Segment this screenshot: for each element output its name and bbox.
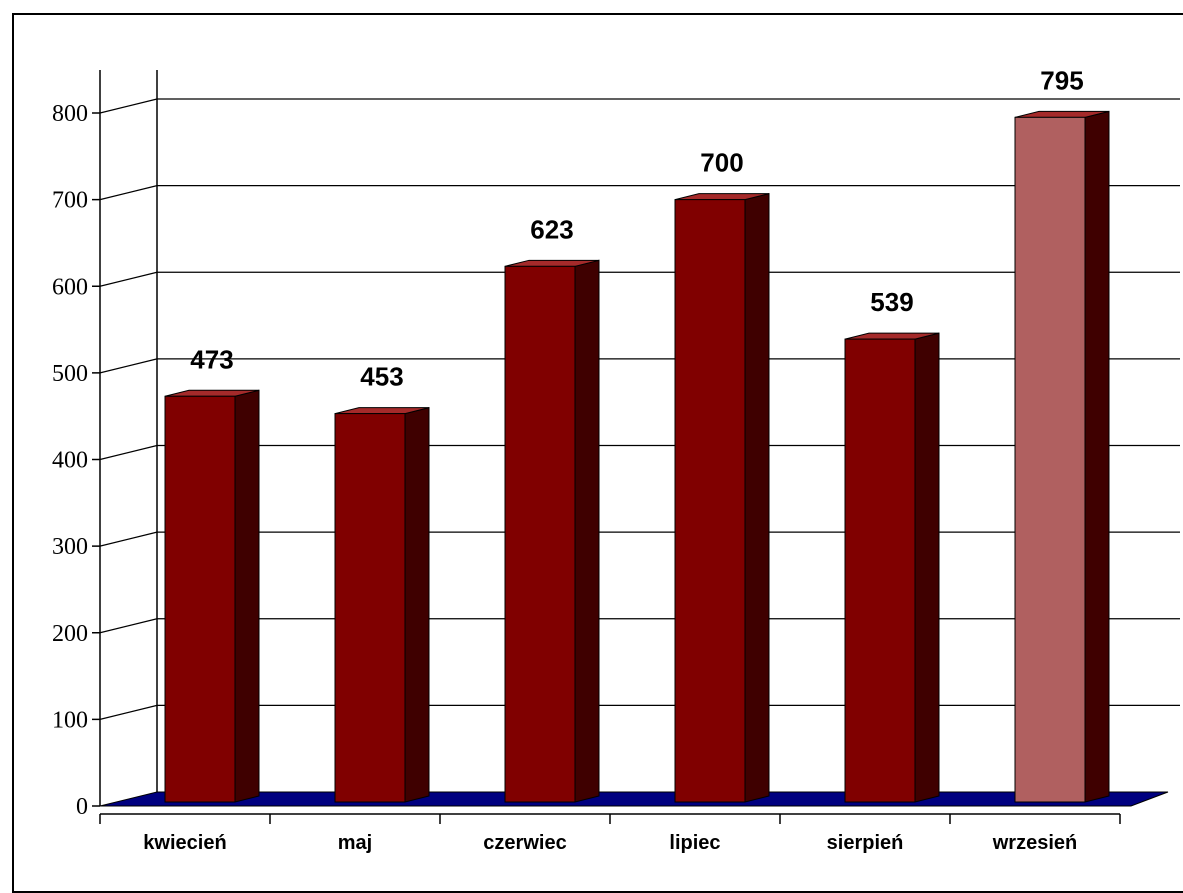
y-tick-label: 500 (52, 361, 88, 387)
x-tick-label: kwiecień (143, 832, 226, 854)
data-label: 700 (700, 148, 743, 178)
gridline-diagonal (99, 271, 158, 287)
gridline-diagonal (99, 531, 158, 547)
bar (334, 406, 430, 803)
x-tick-label: wrzesień (992, 832, 1077, 854)
bar-side (1084, 110, 1110, 803)
gridline-diagonal (99, 618, 158, 634)
bar (504, 259, 600, 803)
floor (99, 791, 1169, 807)
data-label: 623 (530, 214, 573, 244)
y-tick-label: 400 (52, 448, 88, 474)
bar-front (1014, 116, 1086, 803)
bar (844, 332, 940, 803)
x-tick-label: maj (338, 832, 372, 854)
data-label: 539 (870, 287, 913, 317)
bar-side (234, 389, 260, 803)
x-tick-label: lipiec (669, 832, 720, 854)
bar-front (334, 413, 406, 803)
x-tick-label: sierpień (827, 832, 904, 854)
bar-front (504, 265, 576, 803)
data-label: 795 (1040, 65, 1083, 95)
y-tick-label: 0 (76, 794, 88, 820)
y-tick-label: 600 (52, 274, 88, 300)
bar-side (744, 192, 770, 803)
gridline-diagonal (99, 185, 158, 201)
data-label: 473 (190, 344, 233, 374)
bar-front (164, 395, 236, 803)
x-tick-label: czerwiec (483, 832, 566, 854)
gridline-diagonal (99, 444, 158, 461)
y-tick-label: 800 (52, 101, 88, 127)
bar (1014, 110, 1110, 803)
gridline-diagonal (99, 704, 158, 720)
bar (164, 389, 260, 803)
data-label: 453 (360, 362, 403, 392)
bar (674, 192, 770, 803)
y-tick-label: 100 (52, 707, 88, 733)
bar-side (574, 259, 600, 803)
bar-side (914, 332, 940, 803)
y-tick-label: 300 (52, 534, 88, 560)
bar-front (844, 338, 916, 803)
bar-front (674, 199, 746, 803)
y-tick-label: 700 (52, 188, 88, 214)
y-tick-label: 200 (52, 621, 88, 647)
gridline-diagonal (99, 358, 158, 374)
bar-side (404, 406, 430, 803)
gridline-diagonal (99, 98, 158, 114)
